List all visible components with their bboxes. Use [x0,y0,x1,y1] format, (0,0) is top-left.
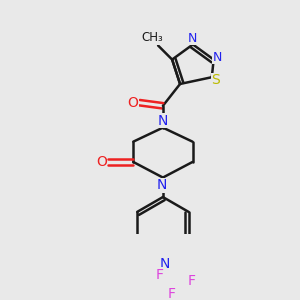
Text: N: N [158,114,168,128]
Text: N: N [156,178,167,192]
Text: F: F [167,287,175,300]
Text: CH₃: CH₃ [141,31,163,44]
Text: F: F [156,268,164,282]
Text: N: N [188,32,197,45]
Text: F: F [188,274,196,287]
Text: O: O [127,96,138,110]
Text: S: S [211,73,220,87]
Text: N: N [160,257,170,271]
Text: N: N [213,51,222,64]
Text: O: O [96,155,107,169]
